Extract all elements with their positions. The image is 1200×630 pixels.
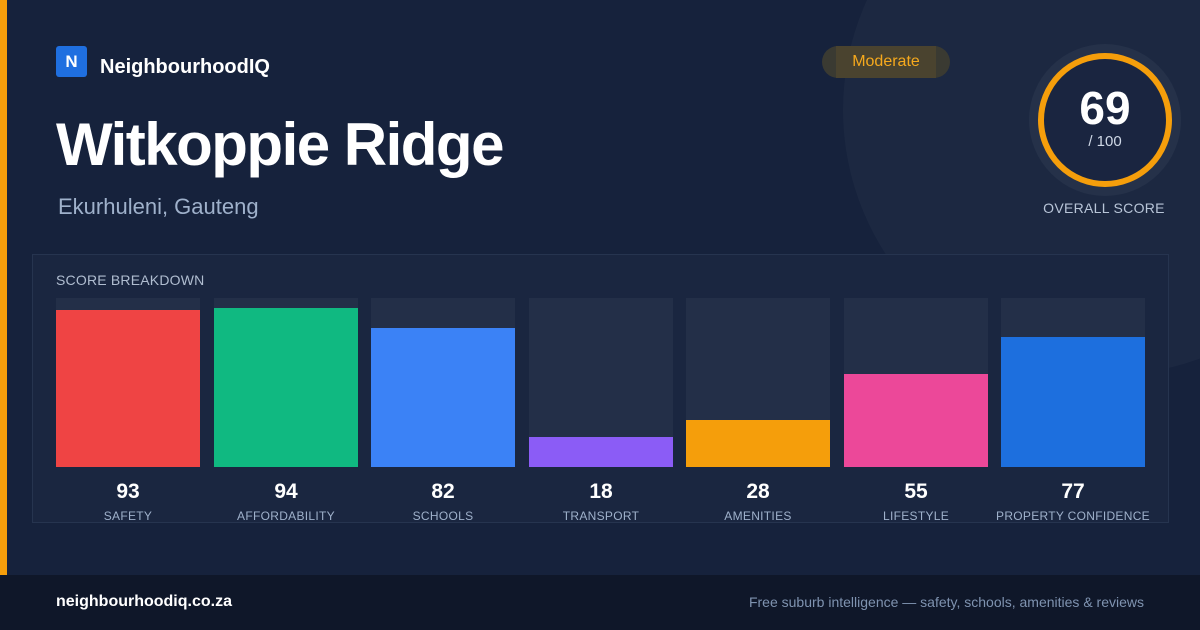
overall-score-ring	[1029, 44, 1181, 196]
score-bar-value: 82	[431, 480, 455, 503]
rating-badge-label: Moderate	[852, 53, 920, 70]
score-bar-label: LIFESTYLE	[882, 509, 950, 523]
rating-badge: Moderate	[822, 46, 950, 78]
overall-score-max: / 100	[1088, 133, 1122, 150]
score-bar-value: 93	[116, 480, 140, 503]
score-bar-label: AFFORDABILITY	[237, 509, 335, 523]
brand-logo-icon: N	[56, 46, 87, 77]
score-bar-label: AMENITIES	[724, 509, 792, 523]
score-bar-track	[371, 298, 515, 467]
overall-score-label: OVERALL SCORE	[1043, 200, 1165, 216]
score-bar-label: SAFETY	[103, 509, 153, 523]
score-bar-track	[529, 298, 673, 467]
accent-bar	[0, 0, 7, 575]
score-bar-value: 28	[746, 480, 770, 503]
score-bar-label: SCHOOLS	[412, 509, 474, 523]
rating-badge-tint	[836, 46, 936, 78]
score-bar-fill	[56, 310, 200, 467]
score-bar-value: 55	[904, 480, 928, 503]
score-bar-value: 94	[274, 480, 298, 503]
score-bar-fill	[686, 420, 830, 467]
score-bar-track	[214, 298, 358, 467]
score-ring-stroke	[1038, 53, 1172, 187]
footer-domain-link[interactable]: neighbourhoodiq.co.za	[56, 593, 232, 610]
score-bar-fill	[214, 308, 358, 467]
score-bar-track	[844, 298, 988, 467]
score-bar-track	[56, 298, 200, 467]
score-bar-label: TRANSPORT	[562, 509, 640, 523]
share-card: N NeighbourhoodIQ Witkoppie Ridge Ekurhu…	[0, 0, 1181, 575]
score-breakdown-title: SCORE BREAKDOWN	[56, 272, 205, 288]
suburb-location: Ekurhuleni, Gauteng	[58, 194, 259, 219]
score-bar-value: 18	[589, 480, 613, 503]
score-bar-value: 77	[1061, 480, 1085, 503]
brand-name: NeighbourhoodIQ	[100, 56, 270, 78]
overall-score-value: 69	[1079, 82, 1131, 134]
score-bar-track	[686, 298, 830, 467]
score-bar-fill	[1001, 337, 1145, 467]
suburb-title: Witkoppie Ridge	[56, 111, 504, 178]
score-bar-fill	[844, 374, 988, 467]
score-bar-fill	[529, 437, 673, 467]
footer-tagline: Free suburb intelligence — safety, schoo…	[748, 594, 1144, 610]
score-bar-label: PROPERTY CONFIDENCE	[996, 509, 1150, 523]
score-bar-track	[1001, 298, 1145, 467]
footer: neighbourhoodiq.co.za Free suburb intell…	[0, 575, 1200, 630]
score-bar-fill	[371, 328, 515, 467]
